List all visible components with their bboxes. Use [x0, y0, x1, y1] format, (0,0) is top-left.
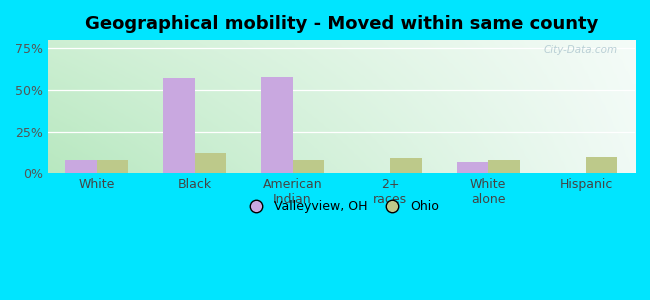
Bar [194, 154, 226, 173]
Bar [66, 160, 97, 173]
Bar [261, 77, 292, 173]
Bar [457, 162, 488, 173]
Bar [586, 157, 618, 173]
Bar [391, 158, 422, 173]
Bar [292, 160, 324, 173]
Bar [488, 160, 519, 173]
Text: City-Data.com: City-Data.com [543, 45, 618, 56]
Legend: Valleyview, OH, Ohio: Valleyview, OH, Ohio [239, 195, 444, 218]
Title: Geographical mobility - Moved within same county: Geographical mobility - Moved within sam… [84, 15, 598, 33]
Bar [97, 160, 128, 173]
Bar [163, 79, 194, 173]
